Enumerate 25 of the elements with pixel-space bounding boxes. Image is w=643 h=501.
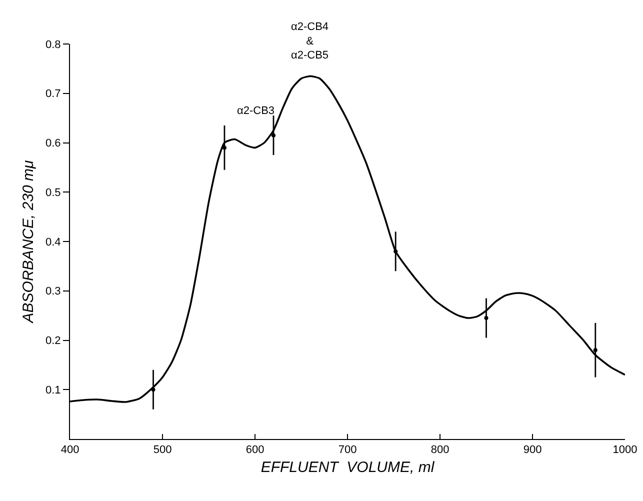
annotation: α2-CB3 — [237, 105, 275, 117]
y-tick-label: 0.8 — [46, 38, 61, 51]
annotation: α2-CB4 & α2-CB5 — [291, 21, 329, 62]
x-tick-label: 900 — [523, 444, 542, 456]
point — [484, 316, 488, 320]
y-tick-label: 0.7 — [46, 88, 61, 100]
y-tick-label: 0.5 — [46, 186, 61, 199]
x-tick-label: 400 — [60, 444, 80, 456]
point — [593, 348, 598, 352]
x-tick-label: 800 — [430, 444, 450, 456]
y-tick-label: 0.2 — [46, 335, 61, 348]
x-axis-title: EFFLUENT VOLUME, ml — [260, 459, 435, 476]
point — [151, 388, 156, 392]
y-tick-label: 0.1 — [46, 384, 61, 396]
x-tick-label: 500 — [153, 444, 172, 456]
point — [272, 133, 276, 138]
y-axis-title: ABSORBANCE, 230 mμ — [20, 160, 37, 324]
x-tick-label: 1000 — [612, 444, 638, 456]
x-tick-label: 600 — [246, 444, 264, 456]
y-tick-label: 0.4 — [46, 236, 61, 248]
y-tick-label: 0.3 — [46, 286, 61, 298]
y-tick-label: 0.6 — [46, 138, 61, 150]
x-tick-label: 700 — [338, 444, 357, 456]
point — [394, 249, 398, 254]
point — [222, 146, 226, 150]
